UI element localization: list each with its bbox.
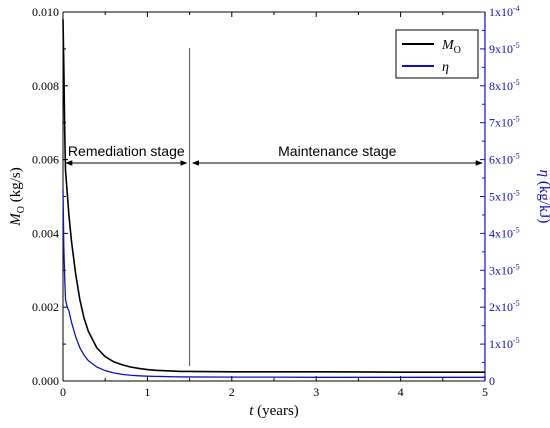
series-eta-line [62, 189, 485, 378]
x-tick-label: 4 [398, 385, 404, 399]
y-right-tick-label: 9x10-5 [489, 41, 520, 56]
maintenance-label: Maintenance stage [278, 143, 397, 159]
legend-box [395, 29, 479, 79]
x-tick-label: 1 [144, 385, 150, 399]
y-right-tick-label: 3x10-5 [489, 262, 520, 277]
x-tick-label: 3 [313, 385, 319, 399]
remediation-label: Remediation stage [68, 143, 185, 159]
x-tick-label: 5 [482, 385, 488, 399]
y-right-tick-label: 5x10-5 [489, 189, 520, 204]
y-right-tick-label: 6x10-5 [489, 152, 520, 167]
legend-label-mo: MO [441, 38, 461, 56]
y-left-tick-label: 0.006 [32, 153, 59, 167]
y-left-tick-label: 0.008 [32, 79, 59, 93]
y-left-tick-label: 0.010 [32, 5, 59, 19]
x-tick-label: 2 [229, 385, 235, 399]
x-axis-title: t (years) [249, 403, 299, 419]
series-mo-line [62, 19, 485, 373]
y-right-tick-label: 1x10-5 [489, 336, 520, 351]
y-left-axis-title: MO (kg/s) [8, 167, 27, 226]
y-right-tick-label: 1x10-4 [489, 4, 520, 19]
y-right-tick-label: 7x10-5 [489, 115, 520, 130]
y-right-tick-label: 4x10-5 [489, 225, 520, 240]
y-left-tick-label: 0.004 [32, 226, 59, 240]
y-right-tick-label: 8x10-5 [489, 78, 520, 93]
y-right-tick-label: 0 [489, 374, 495, 388]
legend-label-eta: η [442, 60, 449, 75]
y-left-tick-label: 0.002 [32, 300, 59, 314]
y-left-tick-label: 0.000 [32, 374, 59, 388]
y-right-tick-label: 2x10-5 [489, 299, 520, 314]
x-tick-label: 0 [60, 385, 66, 399]
y-right-axis-title: η (kg/kJ) [536, 170, 550, 224]
